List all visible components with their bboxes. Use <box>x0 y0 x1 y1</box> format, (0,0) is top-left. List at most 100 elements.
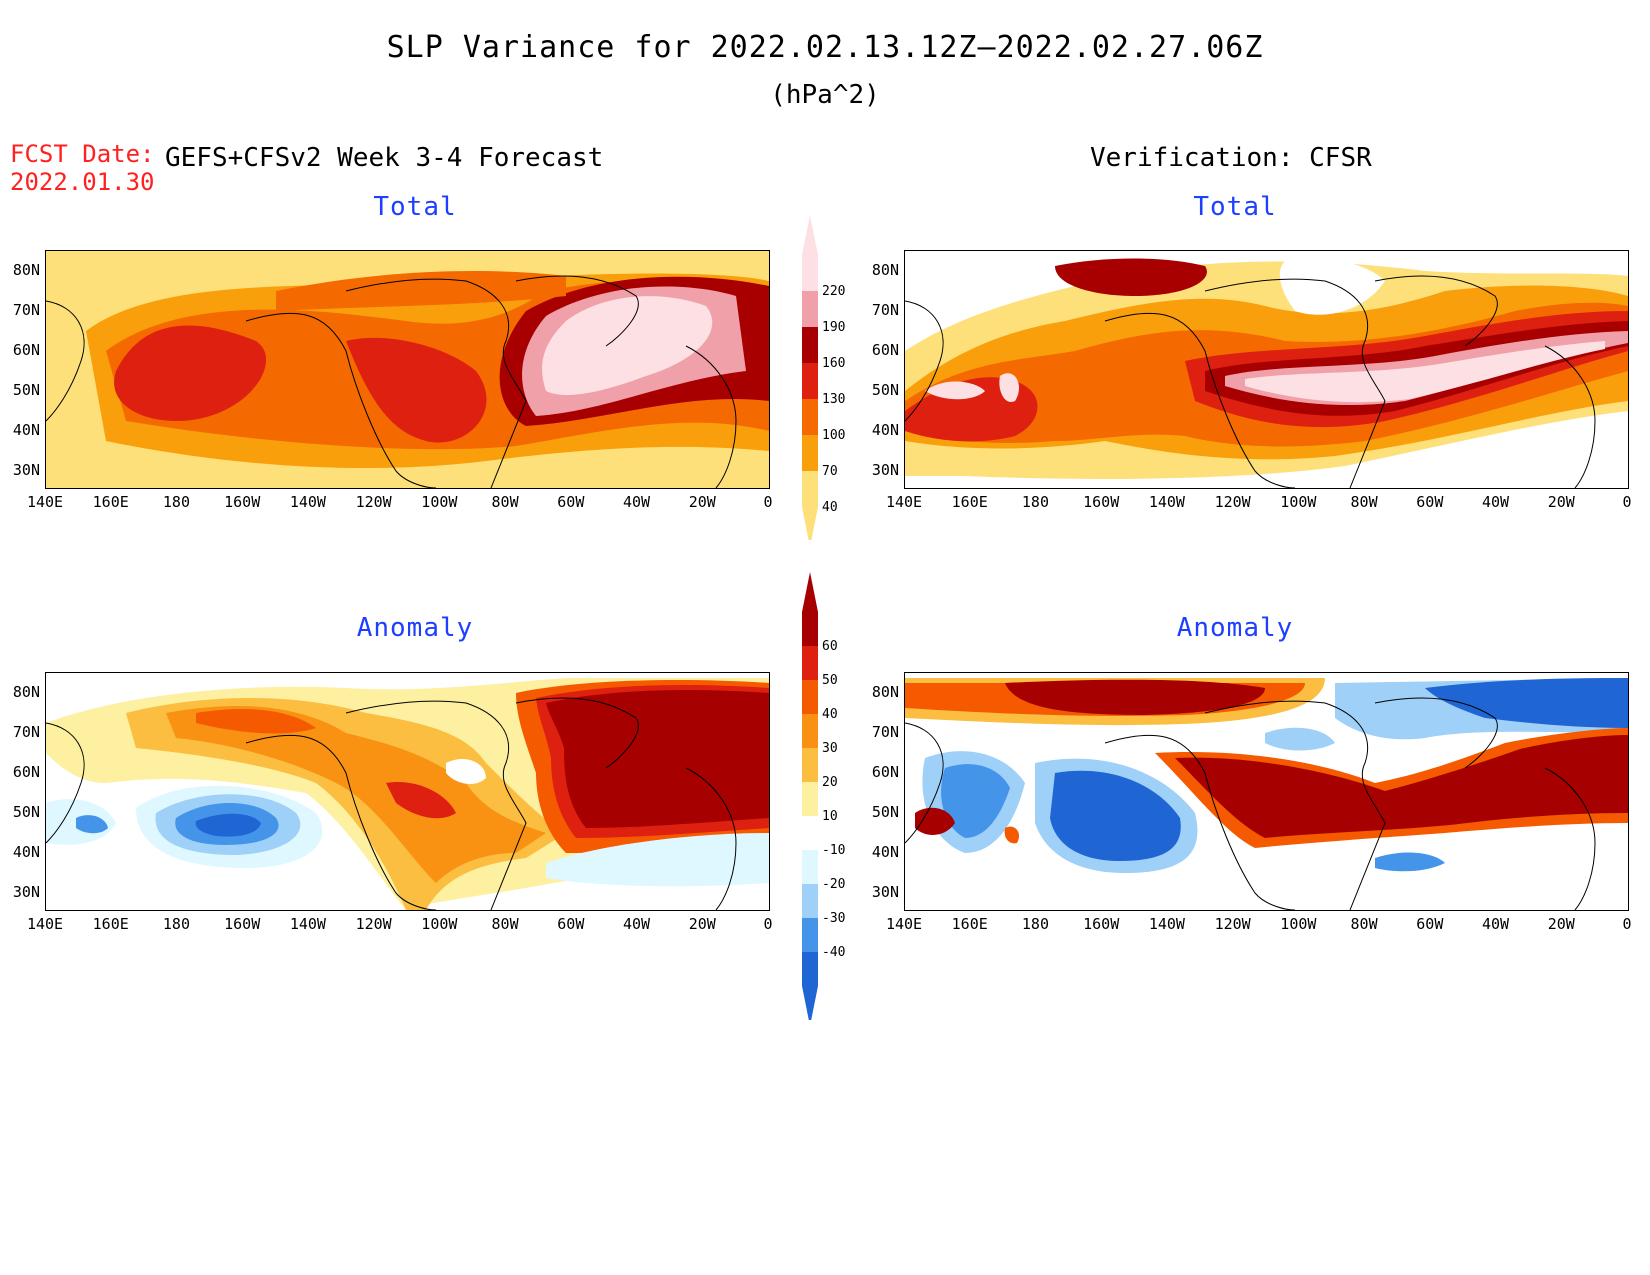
verification-anomaly-lon-tick: 80W <box>1350 915 1378 933</box>
forecast-total-lon-tick: 20W <box>688 493 716 511</box>
forecast-anomaly-title: Anomaly <box>356 613 474 643</box>
total-colorbar-label: 130 <box>822 392 845 407</box>
forecast-total-lon-tick: 0 <box>763 493 773 511</box>
forecast-anomaly-lon-tick: 0 <box>763 915 773 933</box>
verification-anomaly-lon-tick: 180 <box>1021 915 1049 933</box>
forecast-total-title: Total <box>373 192 457 222</box>
forecast-date-value: 2022.01.30 <box>10 168 155 196</box>
verification-anomaly-lon-tick: 140W <box>1148 915 1185 933</box>
verification-anomaly-lon-tick: 0 <box>1622 915 1632 933</box>
forecast-total-lat-tick: 70N <box>12 301 40 319</box>
forecast-anomaly-lon-tick: 160E <box>92 915 129 933</box>
anomaly-colorbar-segment <box>802 748 818 782</box>
forecast-anomaly-map <box>45 672 770 911</box>
forecast-total-lat-tick: 80N <box>12 261 40 279</box>
anomaly-colorbar-label: 10 <box>822 809 838 824</box>
forecast-total-lat-tick: 50N <box>12 381 40 399</box>
forecast-anomaly-lat-tick: 60N <box>12 763 40 781</box>
total-colorbar-segment <box>802 291 818 327</box>
anomaly-colorbar-segment <box>802 918 818 952</box>
forecast-anomaly-lon-tick: 180 <box>162 915 190 933</box>
verification-total-lon-tick: 160W <box>1083 493 1120 511</box>
forecast-anomaly-lon-tick: 100W <box>421 915 458 933</box>
verification-total-lon-tick: 0 <box>1622 493 1632 511</box>
verification-total-map <box>904 250 1629 489</box>
anomaly-colorbar-label: 40 <box>822 707 838 722</box>
verification-anomaly-lon-tick: 20W <box>1547 915 1575 933</box>
verification-total-lon-tick: 80W <box>1350 493 1378 511</box>
anomaly-colorbar-top-arrow <box>802 572 818 612</box>
verification-anomaly-lon-tick: 140E <box>885 915 923 933</box>
forecast-anomaly-lat-tick: 50N <box>12 803 40 821</box>
forecast-total-map <box>45 250 770 489</box>
total-colorbar-top-arrow <box>802 215 818 255</box>
anomaly-colorbar-label: 30 <box>822 741 838 756</box>
anomaly-colorbar-bottom-arrow <box>802 986 818 1026</box>
total-colorbar-segment <box>802 471 818 507</box>
forecast-total-lon-tick: 160E <box>92 493 129 511</box>
anomaly-colorbar-segment <box>802 782 818 816</box>
model-label: GEFS+CFSv2 Week 3-4 Forecast <box>165 143 604 173</box>
forecast-date-block: FCST Date: 2022.01.30 <box>10 140 155 196</box>
forecast-date-label: FCST Date: <box>10 140 155 168</box>
total-colorbar-label: 160 <box>822 356 845 371</box>
anomaly-colorbar-segment <box>802 714 818 748</box>
verification-anomaly-lon-tick: 160E <box>951 915 988 933</box>
total-colorbar-segment <box>802 435 818 471</box>
forecast-anomaly-lat-tick: 40N <box>12 843 40 861</box>
forecast-total-lon-tick: 100W <box>421 493 458 511</box>
verification-total-lon-tick: 20W <box>1547 493 1575 511</box>
forecast-total-lat-tick: 60N <box>12 341 40 359</box>
verification-total-lon-tick: 60W <box>1416 493 1444 511</box>
verification-total-lat-tick: 60N <box>871 341 899 359</box>
forecast-anomaly-lat-tick: 70N <box>12 723 40 741</box>
anomaly-colorbar-segment <box>802 816 818 850</box>
forecast-anomaly-lat-tick: 30N <box>12 883 40 901</box>
forecast-anomaly-lat-tick: 80N <box>12 683 40 701</box>
total-colorbar-label: 220 <box>822 284 845 299</box>
forecast-anomaly-lon-tick: 40W <box>622 915 651 933</box>
anomaly-colorbar-label: -10 <box>822 843 845 858</box>
anomaly-colorbar-segment <box>802 884 818 918</box>
verification-anomaly-lat-tick: 70N <box>871 723 899 741</box>
verification-anomaly-lat-tick: 40N <box>871 843 899 861</box>
total-colorbar-segment <box>802 399 818 435</box>
verification-anomaly-lon-tick: 120W <box>1214 915 1251 933</box>
anomaly-colorbar-segment <box>802 680 818 714</box>
total-colorbar-bottom-arrow <box>802 507 818 547</box>
total-colorbar-segment <box>802 255 818 291</box>
forecast-total-lon-tick: 80W <box>491 493 519 511</box>
verification-total-lat-tick: 40N <box>871 421 899 439</box>
forecast-total-lon-tick: 140W <box>289 493 326 511</box>
verification-total-lon-tick: 160E <box>951 493 988 511</box>
verification-total-lat-tick: 80N <box>871 261 899 279</box>
forecast-anomaly-lon-tick: 140E <box>26 915 64 933</box>
verification-total-lat-tick: 50N <box>871 381 899 399</box>
verification-total-lon-tick: 140W <box>1148 493 1185 511</box>
verification-anomaly-lon-tick: 100W <box>1280 915 1317 933</box>
anomaly-colorbar-label: -20 <box>822 877 845 892</box>
page-title: SLP Variance for 2022.02.13.12Z–2022.02.… <box>386 30 1264 65</box>
forecast-total-lon-tick: 40W <box>622 493 651 511</box>
verification-total-lon-tick: 180 <box>1021 493 1049 511</box>
forecast-anomaly-lon-tick: 120W <box>355 915 392 933</box>
anomaly-colorbar-label: -40 <box>822 945 845 960</box>
forecast-anomaly-lon-tick: 20W <box>688 915 716 933</box>
verification-total-lat-tick: 70N <box>871 301 899 319</box>
total-colorbar-segment <box>802 363 818 399</box>
verification-total-lon-tick: 100W <box>1280 493 1317 511</box>
forecast-anomaly-lon-tick: 140W <box>289 915 326 933</box>
verification-anomaly-title: Anomaly <box>1176 613 1294 643</box>
forecast-total-lon-tick: 60W <box>557 493 585 511</box>
verification-anomaly-lon-tick: 60W <box>1416 915 1444 933</box>
forecast-anomaly-lon-tick: 60W <box>557 915 585 933</box>
forecast-total-lon-tick: 180 <box>162 493 190 511</box>
anomaly-colorbar-segment <box>802 952 818 986</box>
verification-anomaly-lon-tick: 160W <box>1083 915 1120 933</box>
forecast-anomaly-lon-tick: 80W <box>491 915 519 933</box>
anomaly-colorbar-segment <box>802 850 818 884</box>
verification-total-lon-tick: 140E <box>885 493 923 511</box>
forecast-anomaly-lon-tick: 160W <box>224 915 261 933</box>
verification-total-lon-tick: 40W <box>1481 493 1510 511</box>
anomaly-colorbar-label: 50 <box>822 673 838 688</box>
